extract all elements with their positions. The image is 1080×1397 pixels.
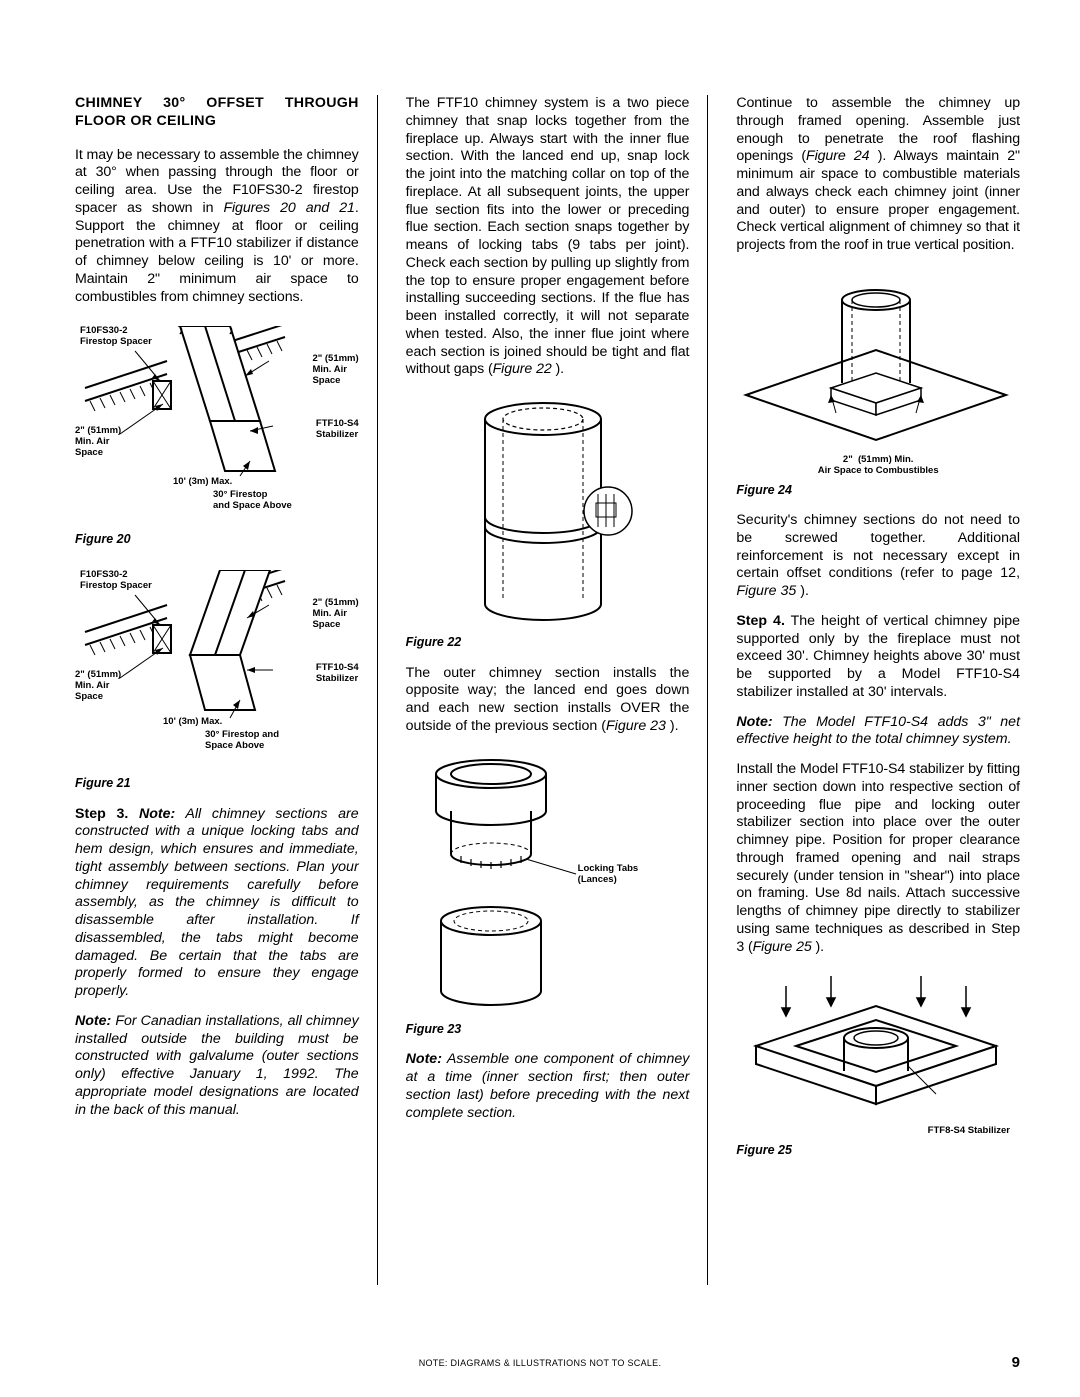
install-stabilizer-paragraph: Install the Model FTF10-S4 stabilizer by… <box>736 761 1020 956</box>
step-4: Step 4. The height of vertical chimney p… <box>736 613 1020 702</box>
figure-24-caption: Figure 24 <box>736 483 1020 499</box>
figure-24: 2" (51mm) Min. Air Space to Combustibles <box>736 275 1020 477</box>
outer-section-paragraph: The outer chimney section installs the o… <box>406 665 690 736</box>
text: All chimney sections are constructed wit… <box>75 806 359 1000</box>
step-3: Step 3. Note: All chimney sections are c… <box>75 806 359 1001</box>
footer-note: NOTE: DIAGRAMS & ILLUSTRATIONS NOT TO SC… <box>0 1358 1080 1369</box>
text: ). <box>552 361 564 377</box>
figure-22 <box>458 399 638 629</box>
figure-20-caption: Figure 20 <box>75 532 359 548</box>
text: Security's chimney sections do not need … <box>736 512 1020 581</box>
figure-21-caption: Figure 21 <box>75 776 359 792</box>
column-2: The FTF10 chimney system is a two piece … <box>406 95 709 1285</box>
label-air-left: 2" (51mm) Min. Air Space <box>75 670 121 703</box>
label-bottom: 30° Firestop and Space Above <box>205 730 279 752</box>
label-stabilizer: FTF10-S4 Stabilizer <box>316 419 359 441</box>
text: The FTF10 chimney system is a two piece … <box>406 95 690 377</box>
step-label: Step 3. <box>75 806 128 822</box>
note-label: Note: <box>736 714 772 730</box>
label-max: 10' (3m) Max. <box>163 717 222 728</box>
figure-23-caption: Figure 23 <box>406 1022 690 1038</box>
continue-paragraph: Continue to assemble the chimney up thro… <box>736 95 1020 255</box>
step-label: Step 4. <box>736 613 785 629</box>
figure-20: F10FS30-2 Firestop Spacer 2" (51mm) Min.… <box>75 326 359 526</box>
label-air-space: 2" (51mm) Min. Air Space to Combustibles <box>736 455 1020 477</box>
canadian-note: Note: For Canadian installations, all ch… <box>75 1013 359 1120</box>
ftf10-paragraph: The FTF10 chimney system is a two piece … <box>406 95 690 379</box>
label-air-left: 2" (51mm) Min. Air Space <box>75 426 121 459</box>
column-1: CHIMNEY 30° OFFSET THROUGH FLOOR OR CEIL… <box>75 95 378 1285</box>
text: Install the Model FTF10-S4 stabilizer by… <box>736 761 1020 955</box>
page-number: 9 <box>1012 1354 1020 1373</box>
fig-ref: Figure 25 <box>753 939 812 955</box>
figure-23: Locking Tabs (Lances) <box>406 756 690 1016</box>
security-paragraph: Security's chimney sections do not need … <box>736 512 1020 601</box>
text: ). <box>666 718 679 734</box>
label-locking-tabs: Locking Tabs (Lances) <box>578 864 639 886</box>
text: For Canadian installations, all chimney … <box>75 1013 359 1118</box>
label-firestop-spacer: F10FS30-2 Firestop Spacer <box>80 570 152 592</box>
intro-paragraph: It may be necessary to assemble the chim… <box>75 147 359 307</box>
figure-25-caption: Figure 25 <box>736 1143 1020 1159</box>
assembly-note: Note: Assemble one component of chimney … <box>406 1051 690 1122</box>
note-label: Note: <box>75 1013 111 1029</box>
text: Assemble one component of chimney at a t… <box>406 1051 690 1120</box>
label-bottom: 30° Firestop and Space Above <box>213 490 292 512</box>
label-air-right: 2" (51mm) Min. Air Space <box>312 598 358 631</box>
figure-22-caption: Figure 22 <box>406 635 690 651</box>
text: ). <box>812 939 824 955</box>
fig-ref: Figure 35 <box>736 583 796 599</box>
column-3: Continue to assemble the chimney up thro… <box>736 95 1020 1285</box>
text: The Model FTF10-S4 adds 3" net effective… <box>736 714 1020 748</box>
label-stabilizer: FTF8-S4 Stabilizer <box>736 1126 1020 1137</box>
label-stabilizer: FTF10-S4 Stabilizer <box>316 663 359 685</box>
label-firestop-spacer: F10FS30-2 Firestop Spacer <box>80 326 152 348</box>
figure-25: FTF8-S4 Stabilizer <box>736 976 1020 1137</box>
note-label: Note: <box>139 806 175 822</box>
label-max: 10' (3m) Max. <box>173 477 232 488</box>
section-heading: CHIMNEY 30° OFFSET THROUGH FLOOR OR CEIL… <box>75 95 359 131</box>
label-air-right: 2" (51mm) Min. Air Space <box>312 354 358 387</box>
fig-ref: Figure 23 <box>606 718 666 734</box>
text: ). <box>796 583 809 599</box>
fig-ref: Figures 20 and 21 <box>223 200 354 216</box>
note-label: Note: <box>406 1051 442 1067</box>
fig-ref: Figure 22 <box>493 361 552 377</box>
ftf10-s4-note: Note: The Model FTF10-S4 adds 3" net eff… <box>736 714 1020 750</box>
figure-21: F10FS30-2 Firestop Spacer 2" (51mm) Min.… <box>75 570 359 770</box>
fig-ref: Figure 24 <box>806 148 869 164</box>
